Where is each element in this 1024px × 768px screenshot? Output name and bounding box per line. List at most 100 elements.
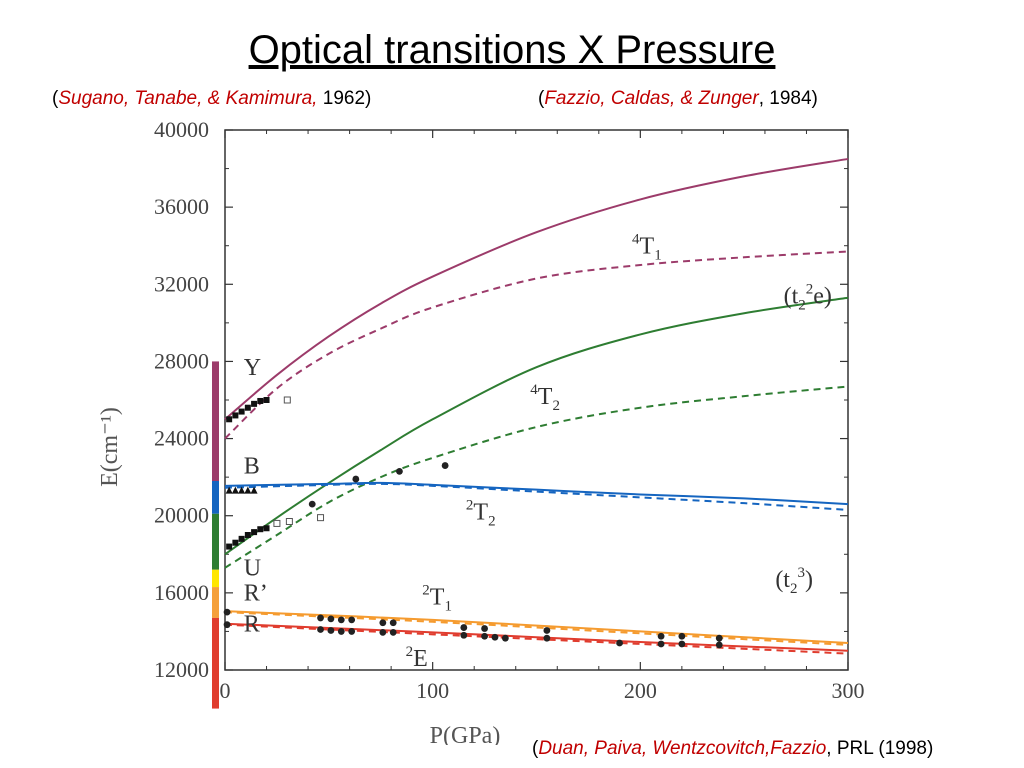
level-label: (t22e) bbox=[784, 282, 832, 314]
cite-open: ( bbox=[52, 88, 59, 109]
data-point-triangle bbox=[231, 486, 239, 494]
data-point-circle bbox=[543, 627, 551, 634]
data-point-circle bbox=[657, 640, 665, 648]
level-label: R bbox=[244, 611, 260, 637]
label-subscript: 2 bbox=[798, 298, 806, 314]
data-point-circle bbox=[460, 624, 468, 631]
label-main: T bbox=[538, 384, 553, 410]
label-superscript: 4 bbox=[632, 231, 640, 247]
label-main: (t bbox=[784, 284, 799, 310]
y-tick-label: 12000 bbox=[154, 657, 209, 682]
data-point-circle bbox=[616, 639, 623, 647]
y-tick-label: 32000 bbox=[154, 271, 209, 296]
cite-open: ( bbox=[538, 88, 545, 109]
data-point-square bbox=[244, 404, 251, 411]
citation-sugano: (Sugano, Tanabe, & Kamimura, 1962) bbox=[52, 88, 371, 110]
spectrum-band bbox=[212, 481, 219, 514]
label-superscript: 2 bbox=[466, 498, 474, 514]
data-point-square bbox=[257, 526, 264, 533]
y-tick-label: 16000 bbox=[154, 580, 209, 605]
series-line-4T2-solid bbox=[224, 296, 849, 556]
data-point-triangle bbox=[238, 486, 246, 494]
data-point-circle bbox=[352, 475, 360, 483]
slide-title: Optical transitions X Pressure bbox=[248, 28, 776, 72]
label-main: T bbox=[430, 584, 445, 610]
series-line-2E-solid bbox=[224, 622, 849, 652]
plot-frame bbox=[224, 129, 849, 671]
label-superscript: 2 bbox=[806, 282, 814, 298]
label-superscript: 2 bbox=[422, 582, 430, 598]
data-point-circle bbox=[348, 616, 356, 624]
data-point-circle bbox=[491, 633, 499, 641]
data-point-open-square bbox=[317, 514, 325, 522]
series-line-2T1-dashed bbox=[224, 611, 849, 646]
data-point-circle bbox=[543, 634, 551, 642]
cite-authors: Fazzio, Caldas, & Zunger bbox=[544, 88, 759, 109]
data-point-square bbox=[232, 539, 239, 546]
data-point-circle bbox=[308, 500, 316, 508]
y-tick-label: 40000 bbox=[154, 117, 209, 142]
data-point-circle bbox=[441, 462, 449, 469]
data-point-circle bbox=[501, 634, 509, 642]
label-subscript: 2 bbox=[790, 581, 798, 597]
level-label: 2E bbox=[406, 644, 428, 672]
citation-duan: (Duan, Paiva, Wentzcovitch,Fazzio, PRL (… bbox=[532, 738, 933, 760]
x-tick-label: 0 bbox=[220, 678, 231, 703]
data-point-square bbox=[226, 416, 233, 423]
data-point-square bbox=[251, 400, 258, 407]
series-line-2T2-dashed bbox=[224, 482, 849, 511]
y-tick-label: 28000 bbox=[154, 348, 209, 373]
cite-rest: 1962) bbox=[317, 88, 372, 109]
series-lines bbox=[224, 157, 849, 655]
spectrum-bar bbox=[212, 361, 219, 709]
data-point-circle bbox=[396, 467, 403, 475]
series-line-4T1-solid bbox=[224, 157, 849, 421]
data-point-square bbox=[251, 529, 258, 536]
label-superscript: 3 bbox=[797, 565, 805, 581]
level-label: 2T2 bbox=[466, 498, 496, 530]
series-line-2T2-solid bbox=[224, 481, 849, 506]
data-point-triangle bbox=[225, 486, 233, 494]
cite-open: ( bbox=[532, 738, 539, 759]
axis-ticks: 12000 16000 20000 24000 28000 32000 36000 40000… bbox=[154, 117, 865, 703]
label-main: E bbox=[413, 646, 428, 672]
level-label: B bbox=[244, 453, 260, 479]
level-label: 4T1 bbox=[632, 231, 662, 263]
label-main: (t bbox=[775, 567, 790, 593]
data-point-circle bbox=[678, 632, 686, 640]
data-point-square bbox=[226, 543, 233, 550]
data-point-circle bbox=[317, 614, 324, 622]
cite-authors: Sugano, Tanabe, & Kamimura, bbox=[58, 88, 318, 109]
y-tick-label: 36000 bbox=[154, 194, 209, 219]
cite-rest: , 1984) bbox=[758, 88, 818, 109]
spectrum-band bbox=[212, 587, 219, 618]
y-tick-label: 24000 bbox=[154, 426, 209, 451]
data-point-circle bbox=[223, 608, 231, 616]
data-point-circle bbox=[715, 634, 723, 642]
data-point-circle bbox=[379, 628, 387, 636]
data-point-circle bbox=[678, 640, 686, 648]
data-point-circle bbox=[327, 615, 335, 623]
level-label: R’ bbox=[244, 581, 268, 607]
data-point-circle bbox=[715, 641, 723, 649]
data-point-circle bbox=[379, 619, 387, 627]
data-point-circle bbox=[460, 631, 468, 639]
level-label: Y bbox=[244, 355, 261, 381]
level-label: 4T2 bbox=[530, 382, 560, 414]
level-label: (t23) bbox=[775, 565, 813, 597]
data-point-square bbox=[263, 525, 270, 532]
label-main: ) bbox=[805, 567, 813, 593]
label-subscript: 1 bbox=[444, 598, 452, 614]
data-point-triangle bbox=[244, 486, 252, 494]
spectrum-band bbox=[212, 569, 219, 588]
data-point-circle bbox=[337, 616, 345, 624]
spectrum-band bbox=[212, 513, 219, 570]
label-subscript: 2 bbox=[488, 514, 496, 530]
label-main: e) bbox=[813, 284, 832, 310]
series-line-4T1-dashed bbox=[224, 250, 849, 440]
data-point-square bbox=[263, 397, 270, 403]
y-tick-label: 20000 bbox=[154, 503, 209, 528]
data-markers bbox=[223, 396, 723, 649]
data-point-circle bbox=[389, 619, 397, 627]
